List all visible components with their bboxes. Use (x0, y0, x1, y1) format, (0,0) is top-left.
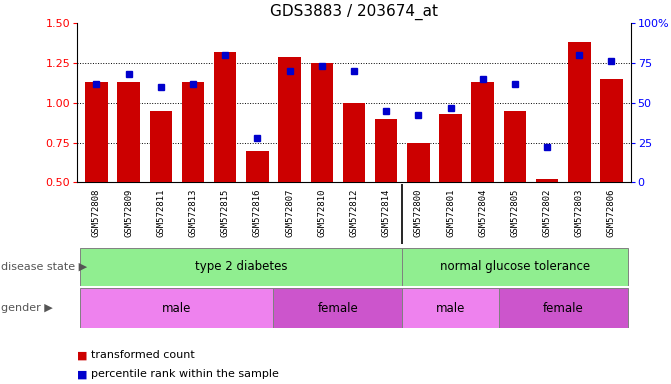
Bar (117, 82, 140, 182)
Text: GSM572812: GSM572812 (350, 189, 358, 237)
FancyBboxPatch shape (81, 288, 274, 328)
Bar (85, 82, 108, 182)
Text: GSM572807: GSM572807 (285, 189, 294, 237)
Text: GSM572800: GSM572800 (414, 189, 423, 237)
Text: percentile rank within the sample: percentile rank within the sample (91, 369, 278, 379)
Text: male: male (162, 302, 192, 314)
Text: GSM572808: GSM572808 (92, 189, 101, 237)
Bar (150, 111, 172, 182)
Text: GSM572810: GSM572810 (317, 189, 326, 237)
Text: GSM572809: GSM572809 (124, 189, 133, 237)
Text: GSM572806: GSM572806 (607, 189, 616, 237)
FancyBboxPatch shape (402, 288, 499, 328)
Bar (568, 42, 590, 182)
Text: GSM572804: GSM572804 (478, 189, 487, 237)
FancyBboxPatch shape (274, 288, 402, 328)
FancyBboxPatch shape (81, 248, 402, 286)
Text: female: female (317, 302, 358, 314)
Text: ■: ■ (77, 369, 91, 379)
Bar (375, 119, 397, 182)
Bar (182, 82, 204, 182)
Text: GSM572811: GSM572811 (156, 189, 165, 237)
Text: GSM572803: GSM572803 (575, 189, 584, 237)
FancyBboxPatch shape (499, 288, 627, 328)
Text: GSM572815: GSM572815 (221, 189, 229, 237)
Text: disease state ▶: disease state ▶ (1, 262, 87, 272)
Bar (472, 82, 494, 182)
Text: GSM572814: GSM572814 (382, 189, 391, 237)
Bar (311, 63, 333, 182)
Bar (600, 79, 623, 182)
Text: ■: ■ (77, 350, 91, 360)
Text: male: male (436, 302, 465, 314)
Bar (407, 142, 429, 182)
Text: GSM572816: GSM572816 (253, 189, 262, 237)
Text: gender ▶: gender ▶ (1, 303, 53, 313)
Text: female: female (543, 302, 584, 314)
Text: type 2 diabetes: type 2 diabetes (195, 260, 288, 273)
Text: GSM572802: GSM572802 (543, 189, 552, 237)
Bar (278, 56, 301, 182)
Bar (504, 111, 526, 182)
Text: GSM572813: GSM572813 (189, 189, 197, 237)
Bar (246, 151, 268, 182)
Title: GDS3883 / 203674_at: GDS3883 / 203674_at (270, 4, 438, 20)
Bar (343, 103, 365, 182)
Bar (440, 114, 462, 182)
Bar (536, 179, 558, 182)
Bar (214, 52, 236, 182)
Text: GSM572801: GSM572801 (446, 189, 455, 237)
FancyBboxPatch shape (402, 248, 627, 286)
Text: transformed count: transformed count (91, 350, 195, 360)
Text: normal glucose tolerance: normal glucose tolerance (440, 260, 590, 273)
Text: GSM572805: GSM572805 (511, 189, 519, 237)
